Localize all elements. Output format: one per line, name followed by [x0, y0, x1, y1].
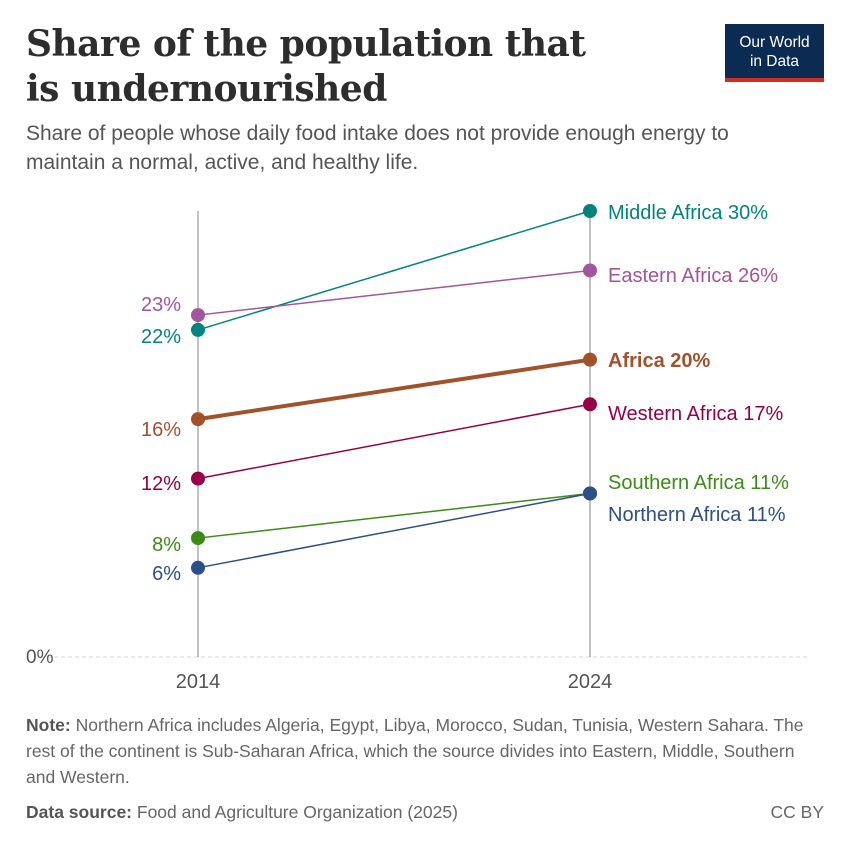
note-label: Note: — [26, 715, 71, 735]
logo-line-1: Our World — [739, 34, 810, 51]
license-badge[interactable]: CC BY — [770, 802, 824, 822]
series-line-western-africa — [197, 403, 591, 480]
start-label-eastern-africa: 23% — [141, 294, 181, 316]
owid-logo[interactable]: Our World in Data — [725, 24, 824, 82]
data-point-africa-2024 — [583, 352, 597, 367]
source-label: Data source: — [26, 802, 133, 822]
series-northern-africa: 6% Northern Africa 11% — [152, 486, 786, 585]
data-point-western-africa-2024 — [583, 397, 597, 412]
series-eastern-africa: 23% Eastern Africa 26% — [141, 263, 778, 323]
data-point-northern-africa-2014 — [191, 560, 205, 575]
data-point-northern-africa-2024 — [583, 486, 597, 501]
chart-subtitle: Share of people whose daily food intake … — [26, 122, 729, 174]
end-label-western-africa: Western Africa 17% — [608, 403, 783, 425]
data-point-eastern-africa-2014 — [191, 308, 205, 323]
series-africa: 16% Africa 20% — [141, 350, 711, 441]
series-line-southern-africa — [197, 492, 591, 539]
x-tick-label-2024: 2024 — [568, 671, 613, 693]
end-label-middle-africa: Middle Africa 30% — [608, 202, 768, 224]
start-label-africa: 16% — [141, 419, 181, 441]
data-point-southern-africa-2014 — [191, 531, 205, 546]
y-tick-label: 0% — [26, 647, 54, 668]
start-label-middle-africa: 22% — [141, 326, 181, 348]
slope-chart: 0% 2014 2024 22% Middle Africa 30% 23% Eastern… — [26, 202, 808, 693]
series-line-eastern-africa — [197, 269, 591, 316]
data-point-western-africa-2014 — [191, 471, 205, 486]
chart-title: Share of the population that is undernou… — [26, 23, 586, 110]
start-label-western-africa: 12% — [141, 473, 181, 495]
x-tick-label-2014: 2014 — [176, 671, 221, 693]
data-point-africa-2014 — [191, 412, 205, 427]
data-source: Data source: Food and Agriculture Organi… — [26, 800, 458, 824]
start-label-southern-africa: 8% — [152, 534, 181, 556]
end-label-africa: Africa 20% — [608, 350, 710, 372]
series-line-middle-africa — [197, 210, 591, 331]
series-line-northern-africa — [197, 492, 591, 569]
series-line-africa — [197, 357, 591, 422]
data-point-middle-africa-2024 — [583, 204, 597, 218]
data-point-middle-africa-2014 — [191, 322, 205, 337]
logo-line-2: in Data — [749, 53, 800, 70]
end-label-southern-africa: Southern Africa 11% — [608, 472, 789, 494]
series-middle-africa: 22% Middle Africa 30% — [141, 202, 768, 348]
end-label-northern-africa: Northern Africa 11% — [608, 504, 786, 526]
source-text: Food and Agriculture Organization (2025) — [132, 802, 458, 822]
start-label-northern-africa: 6% — [152, 563, 181, 585]
end-label-eastern-africa: Eastern Africa 26% — [608, 265, 778, 287]
data-point-eastern-africa-2024 — [583, 263, 597, 278]
note-text: Northern Africa includes Algeria, Egypt,… — [26, 715, 804, 787]
chart-note: Note: Northern Africa includes Algeria, … — [26, 712, 806, 790]
series-western-africa: 12% Western Africa 17% — [141, 397, 783, 495]
